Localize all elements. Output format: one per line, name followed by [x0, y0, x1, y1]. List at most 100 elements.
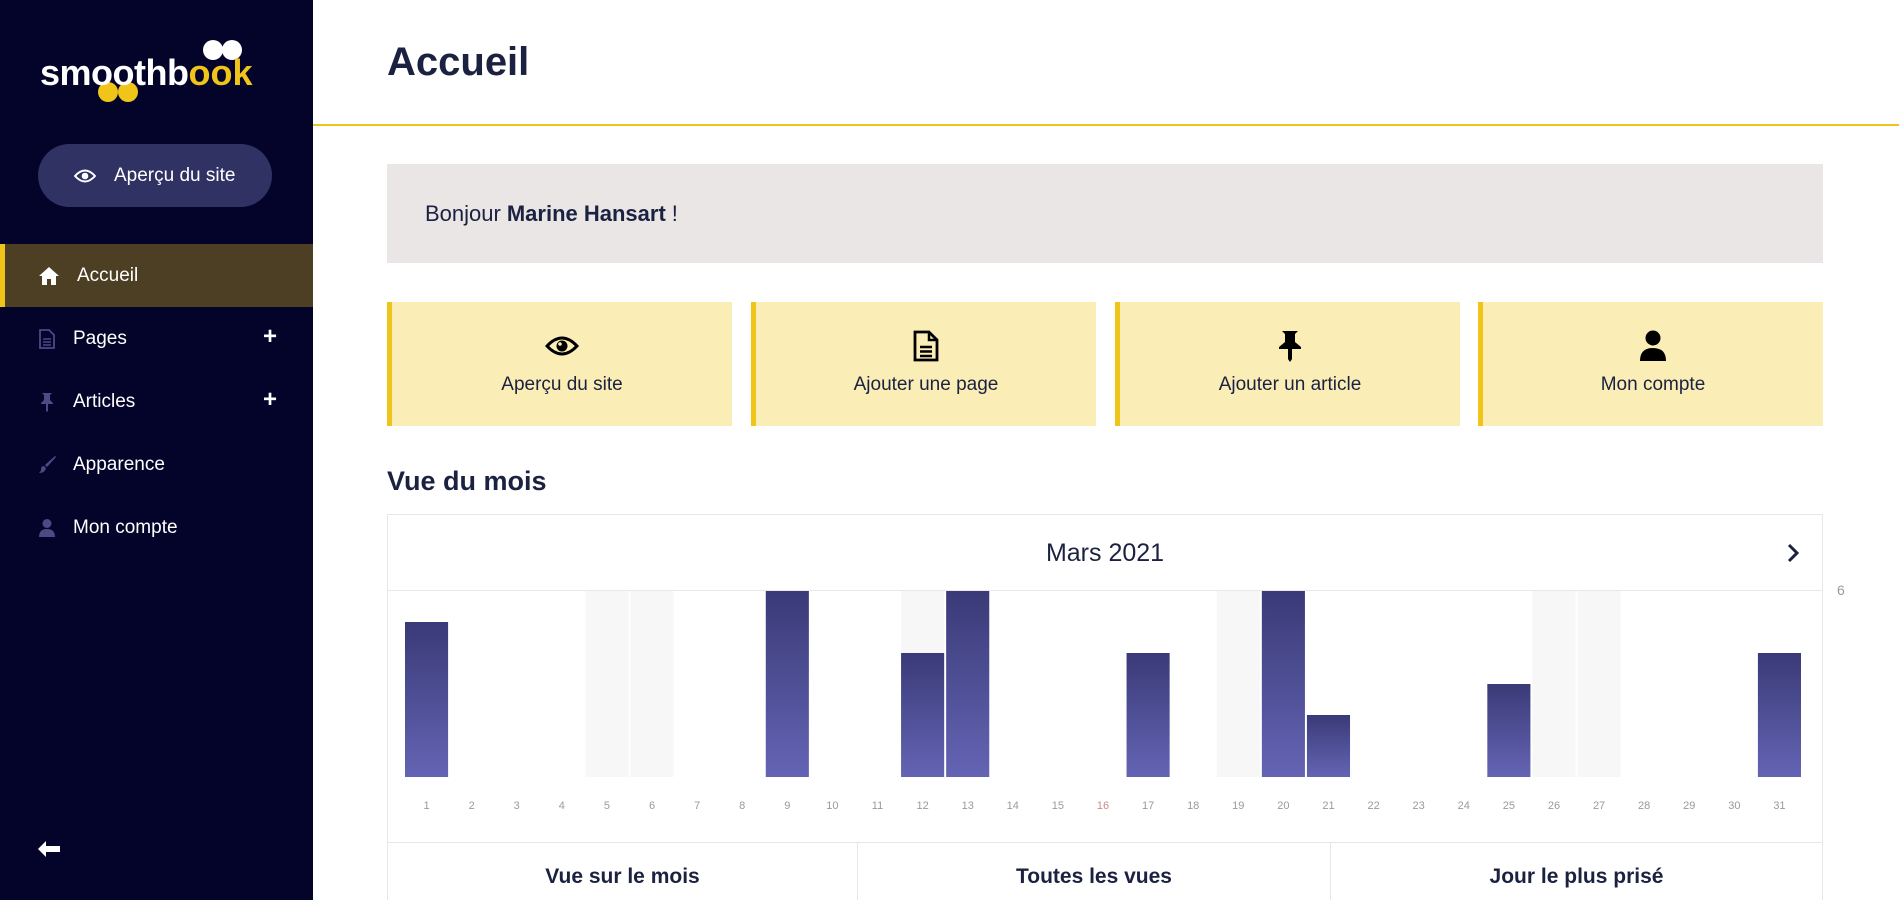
monthly-views-chart: 1 2 3 4 5 6 7 8 9 10 11 12 13 14 15 16 17 18 19 20 21 22 23 24 2… [405, 591, 1801, 812]
bar-day-12[interactable] [901, 653, 945, 777]
brand-name-yellow-end: k [232, 52, 252, 93]
quick-action-label: Ajouter un article [1218, 374, 1362, 395]
quick-action-add-page[interactable]: Ajouter une page [751, 302, 1096, 426]
page-header: Accueil [313, 0, 1899, 126]
month-view-panel: Mars 2021 1 2 3 4 5 6 7 8 9 10 11 12 13 14 15 16 17 18 19 2… [387, 514, 1823, 900]
brand-name-white: smoothb [40, 52, 189, 93]
quick-action-label: Ajouter une page [853, 374, 999, 395]
site-preview-button[interactable]: Aperçu du site [38, 144, 272, 207]
sidebar-item-mon-compte[interactable]: Mon compte [0, 496, 313, 559]
bar-day-31[interactable] [1757, 653, 1801, 777]
sidebar-item-accueil[interactable]: Accueil [0, 244, 313, 307]
file-icon [35, 327, 59, 351]
brand-logo-text: smoothbook [40, 52, 252, 94]
month-view-title: Vue du mois [387, 466, 547, 496]
x-tick-label: 21 [1322, 800, 1334, 812]
x-tick-label: 9 [784, 800, 790, 812]
weekend-column [1216, 591, 1260, 777]
brush-icon [35, 453, 59, 477]
sidebar-item-pages[interactable]: Pages + [0, 307, 313, 370]
bar-day-25[interactable] [1487, 684, 1531, 777]
chevron-right-icon[interactable] [1786, 543, 1800, 568]
sidebar-item-articles[interactable]: Articles + [0, 370, 313, 433]
weekend-column [585, 591, 629, 777]
quick-action-my-account[interactable]: Mon compte [1478, 302, 1823, 426]
user-icon [35, 516, 59, 540]
weekend-column [1577, 591, 1621, 777]
weekend-column [1532, 591, 1576, 777]
sidebar-item-label: Accueil [77, 264, 139, 286]
x-tick-label: 23 [1413, 800, 1425, 812]
x-tick-label: 14 [1007, 800, 1019, 812]
stat-top-day: Jour le plus prisé [1331, 843, 1822, 900]
page-title: Accueil [387, 40, 530, 84]
x-tick-label: 22 [1367, 800, 1379, 812]
x-tick-label: 28 [1638, 800, 1650, 812]
month-label: Mars 2021 [1045, 539, 1165, 567]
x-tick-label: 19 [1232, 800, 1244, 812]
x-tick-label: 4 [559, 800, 565, 812]
x-tick-label: 30 [1728, 800, 1740, 812]
x-tick-label: 25 [1503, 800, 1515, 812]
quick-action-site-preview[interactable]: Aperçu du site [387, 302, 732, 426]
expand-articles-button[interactable]: + [262, 386, 277, 413]
pin-icon [35, 390, 59, 414]
x-tick-label: 1 [423, 800, 429, 812]
y-axis-max-label: 6 [1837, 582, 1845, 598]
eye-icon [545, 330, 579, 362]
x-tick-label: 10 [826, 800, 838, 812]
eye-icon [74, 169, 96, 182]
stat-month-views: Vue sur le mois [388, 843, 858, 900]
x-tick-label: 16 [1097, 800, 1109, 812]
file-icon [913, 330, 939, 362]
bar-day-20[interactable] [1261, 591, 1305, 777]
quick-action-label: Aperçu du site [501, 374, 623, 395]
x-tick-label: 2 [469, 800, 475, 812]
sidebar-item-label: Articles [73, 390, 136, 412]
weekend-column [630, 591, 674, 777]
x-tick-label: 7 [694, 800, 700, 812]
x-tick-label: 6 [649, 800, 655, 812]
greeting-banner: Bonjour Marine Hansart ! [387, 164, 1823, 263]
bar-day-9[interactable] [765, 591, 809, 777]
bar-day-21[interactable] [1306, 715, 1351, 777]
brand-name-yellow: oo [188, 52, 233, 93]
x-tick-label: 17 [1142, 800, 1154, 812]
sidebar-nav: Accueil Pages + Articles + Apparence [0, 244, 313, 559]
site-preview-label: Aperçu du site [114, 164, 236, 186]
sidebar-item-label: Apparence [73, 453, 165, 475]
x-tick-label: 26 [1548, 800, 1560, 812]
greeting-suffix: ! [671, 200, 678, 226]
expand-pages-button[interactable]: + [262, 323, 277, 350]
greeting-prefix: Bonjour [425, 200, 501, 226]
sidebar: smoothbook Aperçu du site Accueil Pages … [0, 0, 313, 900]
quick-action-label: Mon compte [1600, 374, 1706, 395]
stat-label: Jour le plus prisé [1489, 865, 1664, 888]
bar-day-17[interactable] [1126, 653, 1170, 777]
x-tick-label: 12 [916, 800, 928, 812]
x-tick-label: 8 [739, 800, 745, 812]
stat-label: Toutes les vues [1015, 865, 1172, 888]
quick-action-add-article[interactable]: Ajouter un article [1115, 302, 1460, 426]
bar-day-1[interactable] [405, 622, 449, 777]
greeting-user-name: Marine Hansart [506, 200, 666, 226]
stat-label: Vue sur le mois [545, 865, 700, 888]
sidebar-item-apparence[interactable]: Apparence [0, 433, 313, 496]
home-icon [37, 264, 61, 288]
x-tick-label: 20 [1277, 800, 1289, 812]
user-icon [1639, 330, 1667, 362]
x-tick-label: 11 [872, 800, 883, 812]
pin-icon [1277, 330, 1303, 362]
month-stats-row: Vue sur le mois Toutes les vues Jour le … [388, 842, 1822, 900]
bar-day-13[interactable] [946, 591, 990, 777]
x-tick-label: 31 [1773, 800, 1785, 812]
x-tick-label: 13 [962, 800, 974, 812]
x-tick-label: 29 [1683, 800, 1695, 812]
stat-all-views: Toutes les vues [858, 843, 1331, 900]
x-tick-label: 27 [1593, 800, 1605, 812]
month-navigation: Mars 2021 [388, 515, 1822, 591]
sidebar-item-label: Mon compte [73, 516, 178, 538]
x-tick-label: 5 [604, 800, 610, 812]
x-tick-label: 3 [514, 800, 520, 812]
arrow-left-icon[interactable] [36, 840, 62, 863]
